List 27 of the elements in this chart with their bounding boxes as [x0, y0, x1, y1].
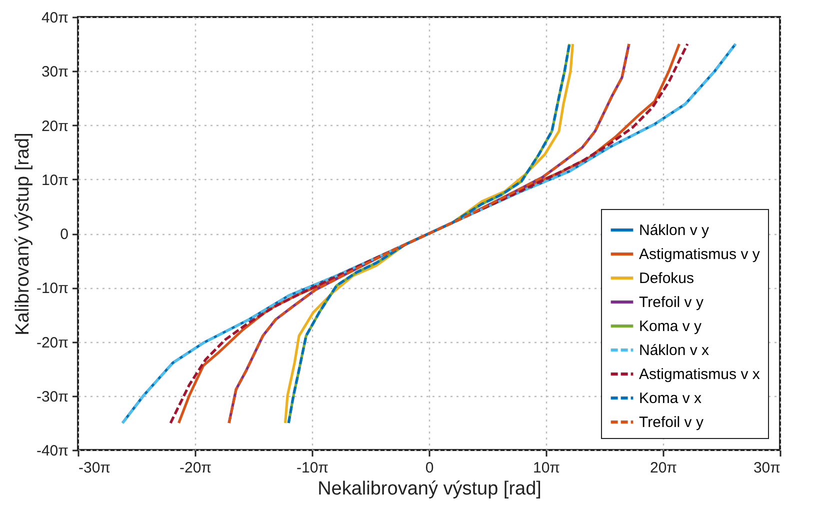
legend-label: Trefoil v y: [639, 414, 704, 431]
x-tick-label: -10π: [296, 460, 329, 476]
x-tick-label: 0: [425, 460, 434, 476]
y-tick-label: -20π: [36, 334, 68, 352]
x-tick-label: 30π: [753, 460, 780, 476]
legend-label: Náklon v y: [639, 222, 710, 239]
legend-label: Koma v x: [639, 390, 702, 407]
y-tick-label: -10π: [36, 280, 68, 298]
legend-label: Trefoil v y: [639, 294, 704, 311]
y-tick-label: -30π: [36, 388, 68, 406]
y-tick-label: 10π: [41, 172, 68, 189]
x-tick-label: 20π: [650, 460, 678, 476]
legend-label: Náklon v x: [639, 342, 710, 359]
y-tick-label: 30π: [41, 64, 68, 81]
x-axis-title: Nekalibrovaný výstup [rad]: [318, 478, 542, 500]
y-tick-label: -40π: [36, 442, 68, 460]
y-tick-label: 40π: [41, 10, 68, 26]
legend-label: Astigmatismus v x: [639, 366, 760, 383]
y-tick-label: 0: [60, 226, 68, 243]
legend-label: Koma v y: [639, 318, 702, 335]
legend-label: Astigmatismus v y: [639, 246, 760, 263]
x-tick-label: -30π: [78, 460, 111, 476]
y-axis-title: Kalibrovaný výstup [rad]: [12, 132, 34, 336]
y-tick-label: 20π: [41, 118, 68, 135]
x-tick-label: 10π: [532, 460, 560, 476]
legend-label: Defokus: [639, 270, 694, 287]
x-tick-label: -20π: [179, 460, 212, 476]
